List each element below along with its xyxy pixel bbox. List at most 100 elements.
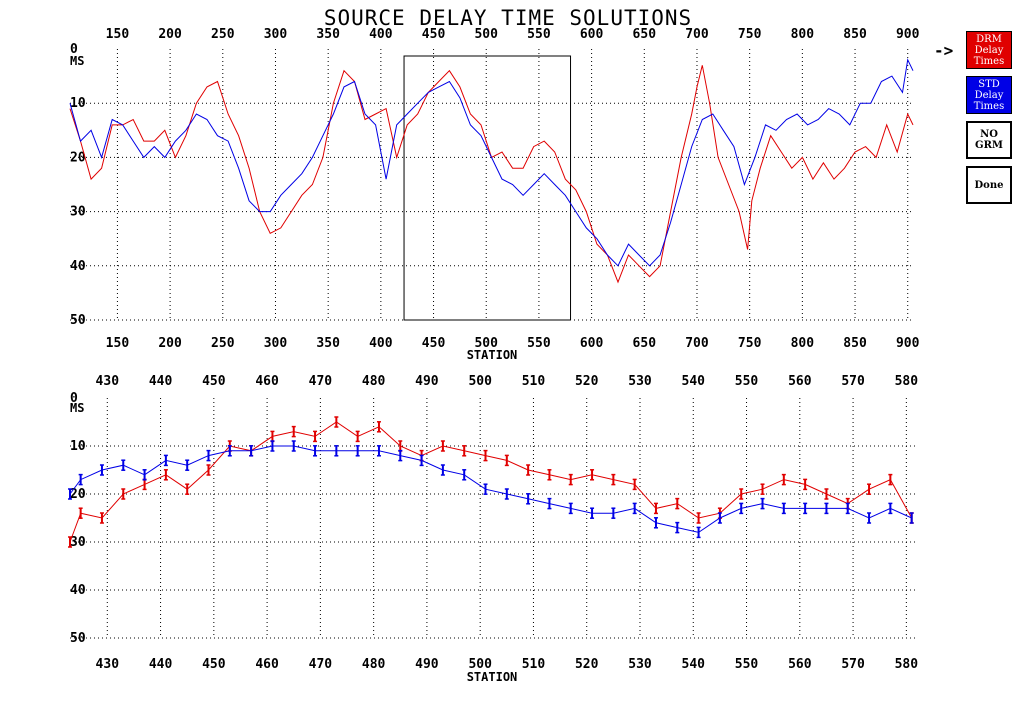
drm-data-point <box>334 416 339 428</box>
y-axis-label: MS <box>70 401 84 415</box>
y-axis-label: MS <box>70 54 84 68</box>
drm-data-point <box>653 502 658 515</box>
zoom-plot[interactable]: 430 430 440 440 450 450 460 460 470 470 480 480 490 4… <box>68 374 918 684</box>
x-tick-label-top: 350 <box>316 27 340 42</box>
x-tick-label-top: 750 <box>738 27 762 42</box>
x-tick-label-bottom: 500 <box>468 657 492 672</box>
std-data-point <box>845 502 850 515</box>
x-tick-label-bottom: 460 <box>255 657 279 672</box>
std-data-point <box>867 512 872 524</box>
x-tick-label-bottom: 600 <box>580 336 604 351</box>
zoom-window-box[interactable] <box>403 55 572 321</box>
std-data-point <box>249 445 254 457</box>
drm-data-point <box>99 512 104 524</box>
drm-data-point <box>163 469 168 481</box>
x-tick-label-bottom: 490 <box>415 657 439 672</box>
x-tick-label-bottom: 430 <box>96 657 120 672</box>
x-tick-label-top: 430 <box>96 374 120 389</box>
x-tick-label-top: 550 <box>527 27 551 42</box>
std-delay-times-button[interactable]: STD Delay Times <box>966 76 1012 114</box>
std-data-point <box>483 483 488 495</box>
drm-data-point <box>504 454 509 467</box>
drm-data-point <box>739 488 744 500</box>
y-tick-label: 0 <box>70 42 78 57</box>
x-tick-label-bottom: 150 <box>106 336 130 351</box>
std-data-point <box>803 502 808 515</box>
x-tick-label-top: 450 <box>202 374 226 389</box>
drm-data-point <box>696 512 701 524</box>
std-data-point <box>909 512 914 524</box>
std-data-point <box>653 517 658 529</box>
y-tick-label: 10 <box>70 96 86 111</box>
x-tick-label-bottom: 440 <box>149 657 173 672</box>
x-tick-label-top: 520 <box>575 374 599 389</box>
std-data-point <box>270 440 275 452</box>
x-tick-label-top: 600 <box>580 27 604 42</box>
x-tick-label-top: 510 <box>522 374 546 389</box>
x-tick-label-bottom: 250 <box>211 336 235 351</box>
drm-data-point <box>355 430 360 443</box>
std-data-point <box>568 502 573 515</box>
drm-data-point <box>781 473 786 486</box>
x-tick-label-bottom: 400 <box>369 336 393 351</box>
drm-data-point <box>611 473 616 486</box>
overview-plot[interactable]: 1501502002002502503003003503504004004504… <box>69 27 920 362</box>
x-tick-label-bottom: 550 <box>735 657 759 672</box>
std-data-point <box>206 449 211 462</box>
drm-delay-times-button[interactable]: DRM Delay Times <box>966 31 1012 69</box>
std-data-point <box>675 521 680 534</box>
std-data-point <box>163 454 168 467</box>
drm-data-point <box>760 483 765 495</box>
y-tick-label: 20 <box>70 150 86 165</box>
drm-data-point <box>313 430 318 443</box>
drm-series-line <box>69 65 914 284</box>
drm-data-point <box>68 536 72 548</box>
x-tick-label-top: 580 <box>895 374 919 389</box>
x-tick-label-top: 440 <box>149 374 173 389</box>
x-tick-label-top: 540 <box>682 374 706 389</box>
std-data-point <box>99 464 104 476</box>
x-tick-label-top: 450 <box>422 27 446 42</box>
x-axis-label: STATION <box>467 670 518 684</box>
x-tick-label-bottom: 480 <box>362 657 386 672</box>
std-data-point <box>185 459 190 471</box>
x-tick-label-top: 560 <box>788 374 812 389</box>
std-data-point <box>611 507 616 519</box>
x-tick-label-top: 470 <box>309 374 333 389</box>
std-data-point <box>355 445 360 457</box>
drm-data-point <box>206 464 211 476</box>
drm-data-point <box>888 473 893 486</box>
x-tick-label-top: 530 <box>628 374 652 389</box>
std-data-point <box>334 445 339 457</box>
no-grm-button[interactable]: NO GRM <box>966 121 1012 159</box>
x-tick-label-bottom: 800 <box>791 336 815 351</box>
std-data-point <box>376 445 381 457</box>
std-series-line <box>69 445 912 533</box>
x-tick-label-bottom: 850 <box>843 336 867 351</box>
x-tick-label-bottom: 500 <box>474 336 498 351</box>
x-tick-label-bottom: 540 <box>682 657 706 672</box>
std-data-point <box>121 459 126 471</box>
std-data-point <box>547 497 552 510</box>
std-data-point <box>142 469 147 481</box>
x-tick-label-bottom: 520 <box>575 657 599 672</box>
x-tick-label-bottom: 450 <box>422 336 446 351</box>
std-data-point <box>291 440 296 452</box>
std-data-point <box>739 502 744 515</box>
std-data-point <box>824 502 829 515</box>
std-data-point <box>68 488 72 500</box>
drm-data-point <box>568 473 573 486</box>
x-tick-label-top: 550 <box>735 374 759 389</box>
x-tick-label-top: 700 <box>685 27 709 42</box>
drm-data-point <box>632 478 637 491</box>
x-axis-label: STATION <box>467 348 518 362</box>
x-tick-label-top: 500 <box>468 374 492 389</box>
drm-data-point <box>483 449 488 462</box>
std-data-point <box>462 469 467 481</box>
x-tick-label-bottom: 700 <box>685 336 709 351</box>
x-tick-label-top: 150 <box>106 27 130 42</box>
y-tick-label: 10 <box>70 439 86 454</box>
x-tick-label-top: 460 <box>255 374 279 389</box>
done-button[interactable]: Done <box>966 166 1012 204</box>
